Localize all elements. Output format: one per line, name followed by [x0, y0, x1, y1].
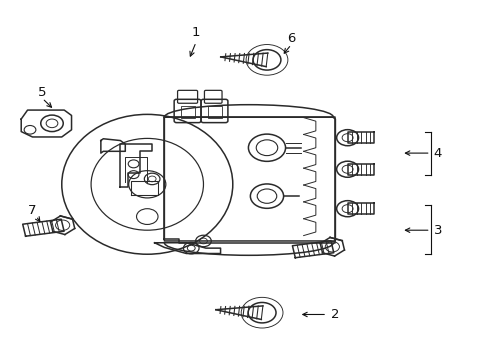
Text: 7: 7	[28, 204, 37, 217]
Text: 1: 1	[192, 27, 200, 40]
Text: 2: 2	[331, 308, 340, 321]
Bar	[181, 107, 195, 118]
Text: 6: 6	[287, 32, 295, 45]
Text: 4: 4	[434, 147, 442, 159]
Text: 3: 3	[434, 224, 442, 237]
Text: 5: 5	[38, 86, 47, 99]
Bar	[208, 107, 222, 118]
